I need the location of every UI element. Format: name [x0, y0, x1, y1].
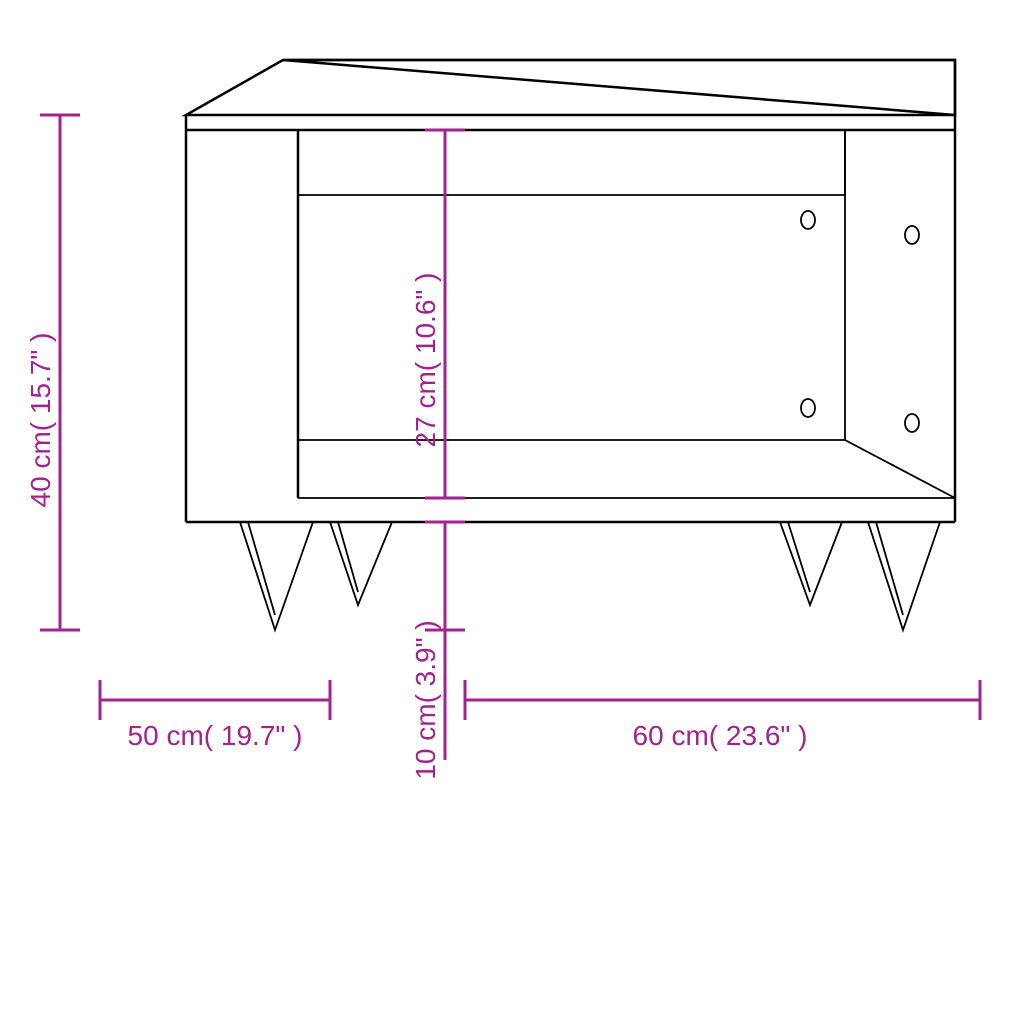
svg-text:40 cm( 15.7" ): 40 cm( 15.7" ) [25, 333, 56, 508]
depth-cm: 50 cm [128, 720, 204, 751]
height-total-in: 15.7" [25, 350, 56, 414]
dim-height-legs: 10 cm( 3.9" ) [410, 522, 465, 780]
depth-in: 19.7" [221, 720, 285, 751]
height-inner-cm: 27 cm [410, 371, 441, 447]
height-legs-cm: 10 cm [410, 703, 441, 779]
height-total-cm: 40 cm [25, 431, 56, 507]
dim-depth: 50 cm( 19.7" ) [100, 680, 330, 751]
dim-height-total: 40 cm( 15.7" ) [25, 115, 80, 630]
svg-text:60 cm( 23.6" ): 60 cm( 23.6" ) [633, 720, 808, 751]
width-in: 23.6" [726, 720, 790, 751]
height-legs-in: 3.9" [410, 637, 441, 686]
dim-width: 60 cm( 23.6" ) [465, 680, 980, 751]
dimension-diagram: 40 cm( 15.7" ) 27 cm( 10.6" ) 10 cm( 3.9… [0, 0, 1024, 1024]
width-cm: 60 cm [633, 720, 709, 751]
svg-text:10 cm( 3.9" ): 10 cm( 3.9" ) [410, 620, 441, 779]
svg-text:27 cm( 10.6" ): 27 cm( 10.6" ) [410, 273, 441, 448]
height-inner-in: 10.6" [410, 290, 441, 354]
dim-height-inner: 27 cm( 10.6" ) [410, 130, 465, 498]
svg-text:50 cm( 19.7" ): 50 cm( 19.7" ) [128, 720, 303, 751]
furniture-drawing [186, 60, 955, 630]
